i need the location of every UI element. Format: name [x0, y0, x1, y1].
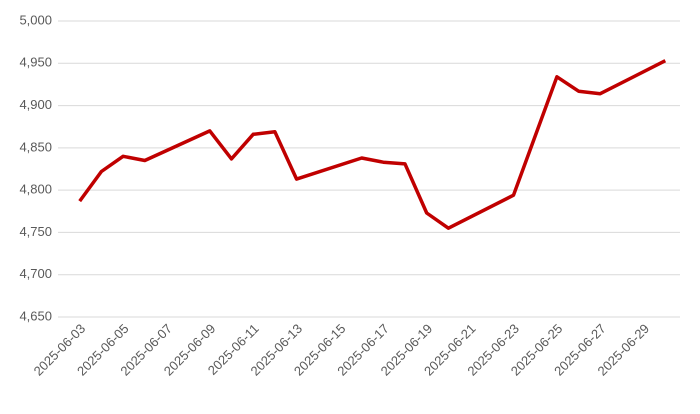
y-tick-label: 4,900	[19, 97, 52, 112]
y-tick-label: 4,700	[19, 266, 52, 281]
y-tick-label: 4,850	[19, 139, 52, 154]
y-tick-label: 4,950	[19, 55, 52, 70]
y-tick-label: 4,750	[19, 224, 52, 239]
line	[78, 59, 667, 230]
y-tick-label: 4,800	[19, 182, 52, 197]
y-tick-label: 5,000	[19, 12, 52, 27]
y-tick-label: 4,650	[19, 308, 52, 323]
